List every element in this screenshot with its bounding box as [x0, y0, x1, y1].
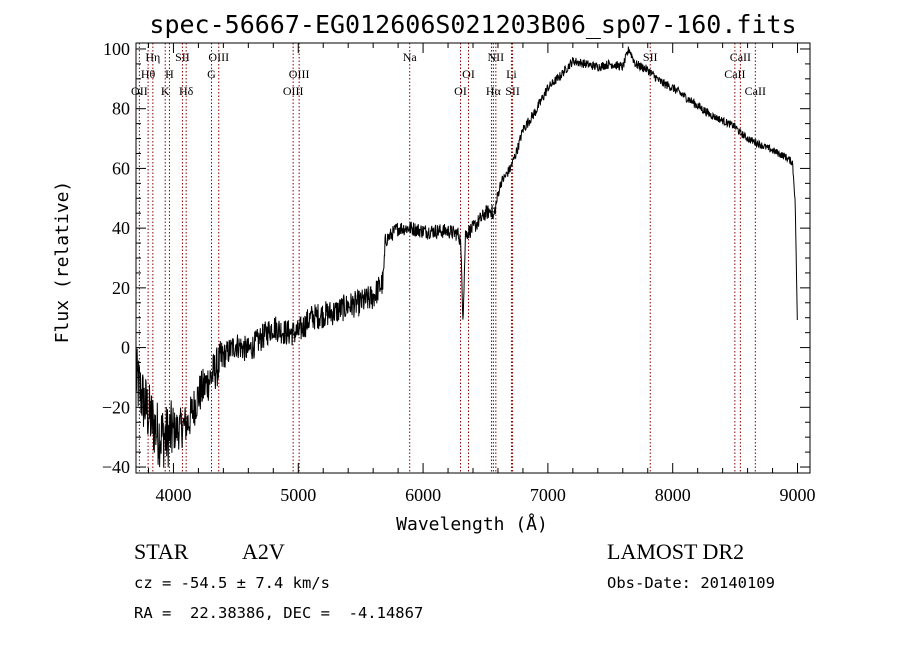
x-tick-label: 4000	[155, 485, 191, 505]
line-label: CaII	[724, 67, 745, 81]
line-label: Hθ	[141, 67, 156, 81]
x-tick-label: 8000	[655, 485, 691, 505]
redshift-cz: cz = -54.5 ± 7.4 km/s	[134, 574, 330, 592]
emission-line-markers	[138, 43, 756, 473]
object-class: STAR	[134, 539, 189, 564]
y-axis-ticks: −40 −20 0 20 40 60 80 100	[102, 39, 810, 477]
line-label: CaII	[730, 50, 751, 64]
line-label: NII	[488, 50, 505, 64]
plot-frame	[135, 42, 811, 474]
chart-title: spec-56667-EG012606S021203B06_sp07-160.f…	[149, 10, 796, 39]
y-tick-label: 60	[112, 158, 130, 178]
observation-date: Obs-Date: 20140109	[607, 574, 775, 592]
y-axis-label: Flux (relative)	[52, 181, 73, 344]
line-label: OIII	[208, 50, 229, 64]
line-label: OI	[462, 67, 475, 81]
y-tick-label: 80	[112, 99, 130, 119]
survey-name: LAMOST DR2	[607, 539, 745, 564]
x-axis-label: Wavelength (Å)	[396, 513, 548, 535]
x-tick-label: 9000	[780, 485, 816, 505]
x-axis-ticks: 4000 5000 6000 7000 8000 9000	[147, 43, 816, 505]
spectrum-line	[135, 46, 798, 468]
line-label: Na	[403, 50, 418, 64]
coordinates: RA = 22.38386, DEC = -4.14867	[134, 604, 424, 622]
line-label: SII	[175, 50, 190, 64]
object-subclass: A2V	[242, 539, 285, 564]
spectrum-chart: spec-56667-EG012606S021203B06_sp07-160.f…	[52, 10, 816, 535]
line-label: OI	[454, 84, 467, 98]
line-label: Li	[506, 67, 517, 81]
line-label: Hδ	[179, 84, 194, 98]
x-tick-label: 6000	[405, 485, 441, 505]
y-tick-label: 40	[112, 218, 130, 238]
y-tick-label: −20	[102, 397, 130, 417]
line-label: OII	[131, 84, 148, 98]
line-label: Hη	[145, 50, 160, 64]
line-label: OIII	[289, 67, 310, 81]
y-tick-label: 20	[112, 278, 130, 298]
y-tick-label: −40	[102, 457, 130, 477]
x-tick-label: 5000	[280, 485, 316, 505]
line-label: H	[165, 67, 174, 81]
line-label: G	[207, 67, 216, 81]
line-label: SII	[505, 84, 520, 98]
line-label: OIII	[283, 84, 304, 98]
line-label: SII	[643, 50, 658, 64]
line-label: CaII	[745, 84, 766, 98]
x-tick-label: 7000	[530, 485, 566, 505]
line-label: K	[161, 84, 170, 98]
y-tick-label: 0	[121, 338, 130, 358]
line-label: Hα	[486, 84, 502, 98]
y-tick-label: 100	[103, 39, 130, 59]
